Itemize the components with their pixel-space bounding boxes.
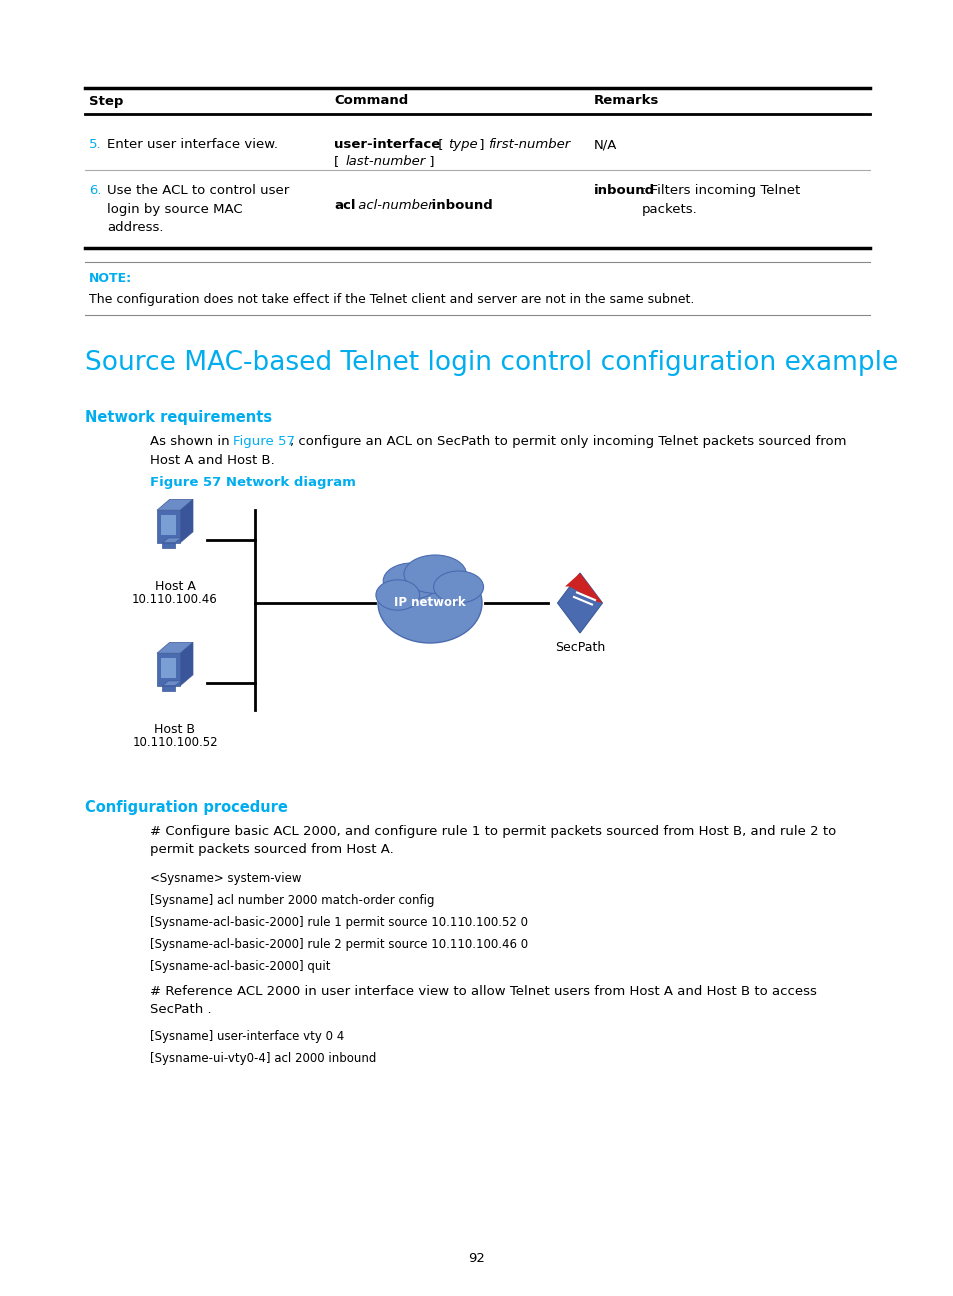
- Polygon shape: [564, 573, 602, 603]
- Text: inbound: inbound: [594, 184, 655, 197]
- Text: [Sysname-acl-basic-2000] rule 2 permit source 10.110.100.46 0: [Sysname-acl-basic-2000] rule 2 permit s…: [150, 938, 528, 951]
- Text: [Sysname-acl-basic-2000] quit: [Sysname-acl-basic-2000] quit: [150, 960, 330, 973]
- Polygon shape: [162, 538, 181, 543]
- Polygon shape: [157, 499, 193, 511]
- Ellipse shape: [375, 579, 419, 610]
- Polygon shape: [162, 680, 181, 686]
- Text: The configuration does not take effect if the Telnet client and server are not i: The configuration does not take effect i…: [89, 293, 694, 306]
- Text: [Sysname-acl-basic-2000] rule 1 permit source 10.110.100.52 0: [Sysname-acl-basic-2000] rule 1 permit s…: [150, 916, 527, 929]
- Polygon shape: [157, 511, 180, 543]
- Ellipse shape: [377, 562, 481, 643]
- Text: Figure 57 Network diagram: Figure 57 Network diagram: [150, 476, 355, 489]
- Polygon shape: [157, 653, 180, 686]
- Text: : Filters incoming Telnet
packets.: : Filters incoming Telnet packets.: [641, 184, 800, 215]
- Text: type: type: [448, 137, 477, 152]
- Text: Configuration procedure: Configuration procedure: [85, 800, 288, 815]
- Text: Figure 57: Figure 57: [233, 435, 294, 448]
- Text: 92: 92: [468, 1252, 485, 1265]
- Polygon shape: [161, 515, 175, 535]
- Polygon shape: [157, 643, 193, 653]
- Text: Use the ACL to control user
login by source MAC
address.: Use the ACL to control user login by sou…: [107, 184, 289, 235]
- Text: [: [: [434, 137, 447, 152]
- Text: first-number: first-number: [488, 137, 570, 152]
- Text: Remarks: Remarks: [594, 95, 659, 108]
- Text: [Sysname] user-interface vty 0 4: [Sysname] user-interface vty 0 4: [150, 1030, 344, 1043]
- Text: user-interface: user-interface: [334, 137, 439, 152]
- Polygon shape: [180, 499, 193, 543]
- Ellipse shape: [434, 572, 483, 603]
- Polygon shape: [162, 686, 174, 691]
- Text: ]: ]: [424, 156, 434, 168]
- Ellipse shape: [403, 555, 466, 594]
- Text: ]: ]: [475, 137, 488, 152]
- Text: [Sysname] acl number 2000 match-order config: [Sysname] acl number 2000 match-order co…: [150, 894, 434, 907]
- Text: [Sysname-ui-vty0-4] acl 2000 inbound: [Sysname-ui-vty0-4] acl 2000 inbound: [150, 1052, 376, 1065]
- Text: inbound: inbound: [427, 200, 493, 213]
- Text: Source MAC-based Telnet login control configuration example: Source MAC-based Telnet login control co…: [85, 350, 898, 376]
- Text: Network requirements: Network requirements: [85, 410, 272, 425]
- Text: Command: Command: [334, 95, 408, 108]
- Text: 10.110.100.52: 10.110.100.52: [132, 736, 217, 749]
- Text: Host A and Host B.: Host A and Host B.: [150, 454, 274, 467]
- Text: IP network: IP network: [394, 596, 465, 609]
- Text: Host A: Host A: [154, 581, 195, 594]
- Text: <Sysname> system-view: <Sysname> system-view: [150, 872, 301, 885]
- Ellipse shape: [383, 562, 440, 599]
- Text: Host B: Host B: [154, 723, 195, 736]
- Polygon shape: [180, 643, 193, 686]
- Text: # Configure basic ACL 2000, and configure rule 1 to permit packets sourced from : # Configure basic ACL 2000, and configur…: [150, 826, 836, 855]
- Polygon shape: [161, 658, 175, 678]
- Text: 10.110.100.46: 10.110.100.46: [132, 594, 217, 607]
- Text: last-number: last-number: [346, 156, 426, 168]
- Text: acl: acl: [334, 200, 355, 213]
- Text: Enter user interface view.: Enter user interface view.: [107, 137, 277, 152]
- Text: acl-number: acl-number: [354, 200, 434, 213]
- Polygon shape: [162, 543, 174, 548]
- Text: N/A: N/A: [594, 137, 617, 152]
- Text: As shown in: As shown in: [150, 435, 233, 448]
- Polygon shape: [557, 573, 602, 632]
- Text: NOTE:: NOTE:: [89, 271, 132, 285]
- Text: , configure an ACL on SecPath to permit only incoming Telnet packets sourced fro: , configure an ACL on SecPath to permit …: [290, 435, 845, 448]
- Text: 5.: 5.: [89, 137, 102, 152]
- Text: [: [: [334, 156, 343, 168]
- Text: # Reference ACL 2000 in user interface view to allow Telnet users from Host A an: # Reference ACL 2000 in user interface v…: [150, 985, 816, 1016]
- Text: Step: Step: [89, 95, 123, 108]
- Text: 6.: 6.: [89, 184, 101, 197]
- Text: SecPath: SecPath: [555, 642, 604, 654]
